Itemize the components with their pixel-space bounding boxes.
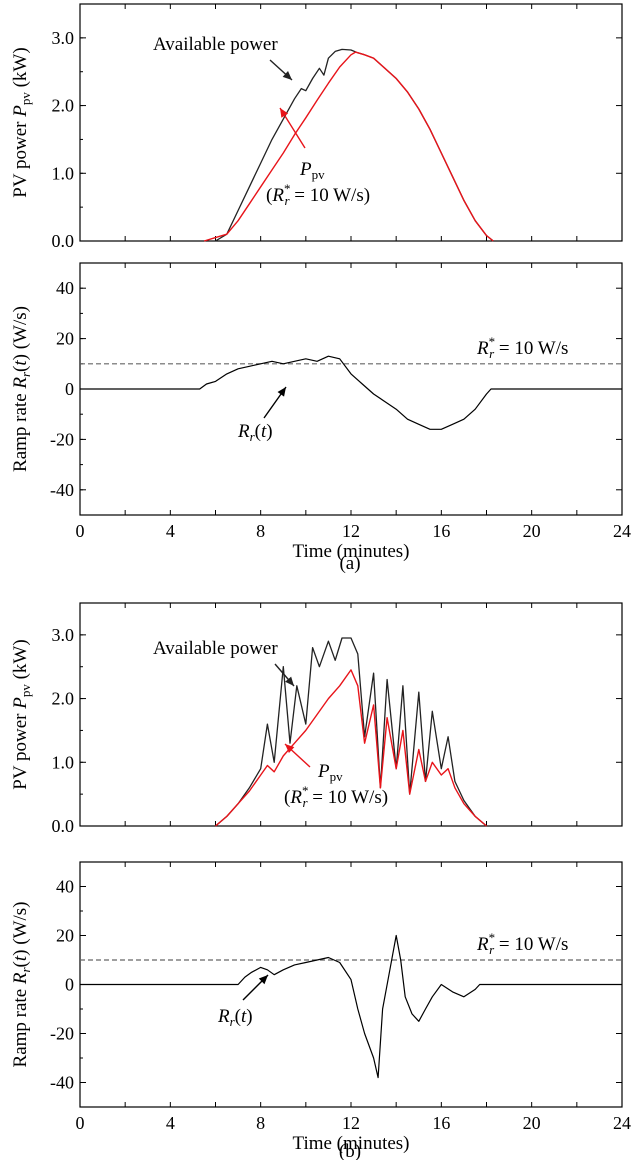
label-ppv-a-power-var: Ppv (299, 159, 325, 182)
x-axis-title-a-rate: Time (minutes) (293, 541, 410, 562)
caption-a: (a) (339, 553, 360, 574)
x-tick-label-a-rate: 16 (432, 521, 450, 541)
label-ppv-b-power-rate: (R* r = 10 W/s) (284, 783, 388, 810)
series-ppv-a-power (203, 51, 494, 242)
x-tick-label-b-rate: 8 (256, 1113, 265, 1133)
label-ppv-a-power-rate: (R* r = 10 W/s) (266, 181, 370, 208)
y-tick-label-a-power: 0.0 (52, 231, 75, 251)
x-tick-label-b-rate: 12 (342, 1113, 360, 1133)
y-tick-label-a-power: 2.0 (52, 96, 75, 116)
x-tick-label-a-rate: 20 (523, 521, 541, 541)
y-tick-label-a-rate: 20 (56, 329, 74, 349)
y-axis-title-a-power: PV power Ppv (kW) (10, 47, 33, 197)
legend-available-b-power: Available power (153, 638, 278, 659)
y-tick-label-a-rate: 0 (65, 379, 74, 399)
arrow-rt-b-rate-head (258, 975, 268, 985)
series-rate-a-rate (80, 355, 622, 430)
x-tick-label-b-rate: 16 (432, 1113, 450, 1133)
x-tick-label-a-rate: 24 (613, 521, 631, 541)
y-tick-label-b-rate: 40 (56, 877, 74, 897)
y-tick-label-b-rate: 0 (65, 975, 74, 995)
y-axis-title-a-rate: Ramp rate Rr(t) (W/s) (10, 306, 33, 472)
y-tick-label-a-rate: -40 (50, 480, 74, 500)
x-tick-label-b-rate: 24 (613, 1113, 631, 1133)
x-tick-label-b-rate: 0 (76, 1113, 85, 1133)
y-axis-title-b-power: PV power Ppv (kW) (10, 639, 33, 789)
y-tick-label-b-rate: 20 (56, 926, 74, 946)
y-tick-label-a-rate: 40 (56, 278, 74, 298)
y-tick-label-b-power: 0.0 (52, 816, 75, 836)
caption-b: (b) (339, 1141, 361, 1160)
legend-available-a-power: Available power (153, 34, 278, 55)
y-tick-label-b-rate: -20 (50, 1024, 74, 1044)
y-tick-label-a-power: 1.0 (52, 163, 75, 183)
arrow-available-b-power-head (285, 676, 294, 686)
y-tick-label-b-rate: -40 (50, 1073, 74, 1093)
x-axis-title-b-rate: Time (minutes) (293, 1133, 410, 1154)
x-tick-label-b-rate: 4 (166, 1113, 175, 1133)
limit-label-b-rate: R* r = 10 W/s (476, 930, 568, 957)
y-tick-label-b-power: 3.0 (52, 625, 75, 645)
arrow-ppv-a-power-head (280, 108, 289, 118)
y-tick-label-b-power: 2.0 (52, 689, 75, 709)
x-tick-label-a-rate: 12 (342, 521, 360, 541)
y-axis-title-b-rate: Ramp rate Rr(t) (W/s) (10, 902, 33, 1068)
label-ppv-b-power-var: Ppv (317, 761, 343, 784)
series-ppv-b-power (215, 669, 487, 827)
limit-label-a-rate: R* r = 10 W/s (476, 334, 568, 361)
arrow-rt-a-rate-head (277, 387, 286, 397)
series-available-a-power (215, 48, 494, 242)
y-tick-label-a-rate: -20 (50, 429, 74, 449)
label-rt-b-rate: Rr(t) (217, 1006, 253, 1029)
x-tick-label-a-rate: 0 (76, 521, 85, 541)
arrow-available-a-power-head (282, 70, 292, 80)
label-rt-a-rate: Rr(t) (237, 421, 273, 444)
series-rate-b-rate (80, 934, 622, 1079)
x-tick-label-a-rate: 8 (256, 521, 265, 541)
y-tick-label-b-power: 1.0 (52, 752, 75, 772)
y-tick-label-a-power: 3.0 (52, 28, 75, 48)
arrow-ppv-b-power-head (285, 744, 295, 754)
x-tick-label-a-rate: 4 (166, 521, 175, 541)
series-available-b-power (215, 637, 487, 827)
x-tick-label-b-rate: 20 (523, 1113, 541, 1133)
